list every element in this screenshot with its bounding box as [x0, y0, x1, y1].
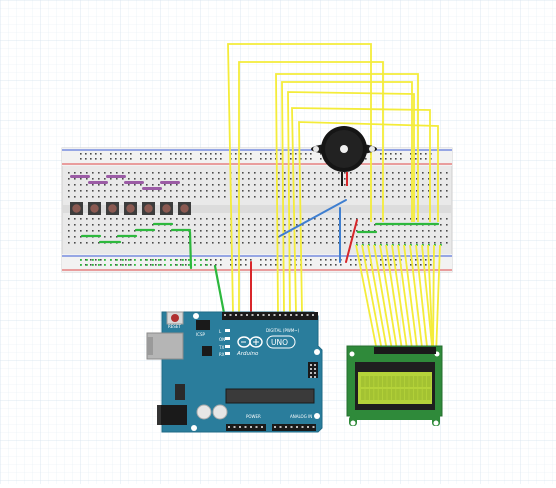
blue-wires [279, 199, 347, 263]
resistor [106, 175, 126, 178]
breadboard-holes [68, 153, 448, 266]
pushbutton [106, 202, 119, 215]
resistor [160, 181, 180, 184]
resistor [124, 181, 144, 184]
pushbutton [160, 202, 173, 215]
tx-label: TX [218, 345, 224, 350]
green-wires [80, 222, 440, 315]
reset-label: RESET [168, 324, 181, 329]
analog-label: ANALOG IN [290, 414, 312, 419]
power-label: POWER [246, 414, 261, 419]
piezo-buzzer[interactable] [311, 126, 377, 186]
resistor [70, 175, 90, 178]
l-label: L [219, 329, 222, 334]
resistor [88, 181, 108, 184]
analog-header [272, 424, 316, 431]
digital-label: DIGITAL (PWM~) [266, 328, 300, 333]
pushbutton [124, 202, 137, 215]
resistor [142, 187, 162, 190]
lcd-character-cells [361, 349, 435, 400]
capacitor [196, 404, 212, 420]
icsp-label: ICSP [196, 332, 206, 337]
model-label: UNO [271, 338, 288, 347]
uno-badge [266, 335, 296, 349]
lcd-16x2-module[interactable] [346, 345, 443, 426]
yellow-wires [227, 43, 439, 314]
arduino-uno-board[interactable]: RESET ICSP DIGITAL (PWM~) Arduino UNO ON… [146, 311, 323, 433]
capacitor [212, 404, 228, 420]
atmega-chip [225, 388, 315, 404]
pushbutton [70, 202, 83, 215]
icsp-header [196, 320, 210, 330]
arduino-logo-icon [237, 336, 263, 348]
on-label: ON [219, 337, 225, 342]
resistors [70, 175, 180, 190]
pushbuttons [70, 202, 191, 215]
header-pins [224, 314, 316, 428]
power-jack [157, 405, 187, 425]
rx-label: RX [219, 352, 225, 357]
lcd-pin-header [374, 347, 436, 354]
pushbutton [142, 202, 155, 215]
lcd-wires [355, 244, 441, 357]
brand-label: Arduino [236, 351, 259, 357]
pushbutton [88, 202, 101, 215]
breadboard[interactable] [61, 147, 453, 273]
pushbutton [178, 202, 191, 215]
